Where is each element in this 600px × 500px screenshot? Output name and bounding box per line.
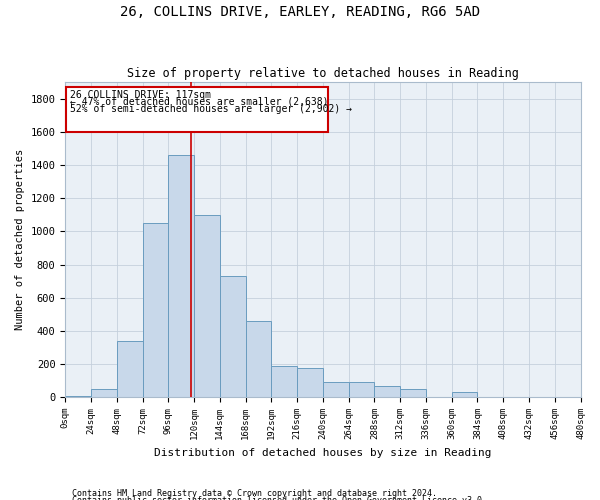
Bar [452,392,478,397]
Text: Contains HM Land Registry data © Crown copyright and database right 2024.: Contains HM Land Registry data © Crown c… [72,488,437,498]
Text: Contains public sector information licensed under the Open Government Licence v3: Contains public sector information licen… [72,496,487,500]
Bar [65,396,91,397]
Text: ← 47% of detached houses are smaller (2,638): ← 47% of detached houses are smaller (2,… [70,97,328,107]
Bar [220,276,245,397]
Bar [349,382,374,397]
Text: 52% of semi-detached houses are larger (2,902) →: 52% of semi-detached houses are larger (… [70,104,352,114]
Y-axis label: Number of detached properties: Number of detached properties [15,149,25,330]
Text: 26 COLLINS DRIVE: 117sqm: 26 COLLINS DRIVE: 117sqm [70,90,211,100]
Bar [271,366,297,397]
FancyBboxPatch shape [67,87,328,132]
Bar [400,389,426,397]
Bar [117,341,143,397]
Bar [374,386,400,397]
Bar [91,389,117,397]
Bar [323,382,349,397]
Bar [194,214,220,397]
Bar [143,223,169,397]
X-axis label: Distribution of detached houses by size in Reading: Distribution of detached houses by size … [154,448,491,458]
Bar [169,155,194,397]
Title: Size of property relative to detached houses in Reading: Size of property relative to detached ho… [127,66,519,80]
Text: 26, COLLINS DRIVE, EARLEY, READING, RG6 5AD: 26, COLLINS DRIVE, EARLEY, READING, RG6 … [120,5,480,19]
Bar [297,368,323,397]
Bar [245,321,271,397]
